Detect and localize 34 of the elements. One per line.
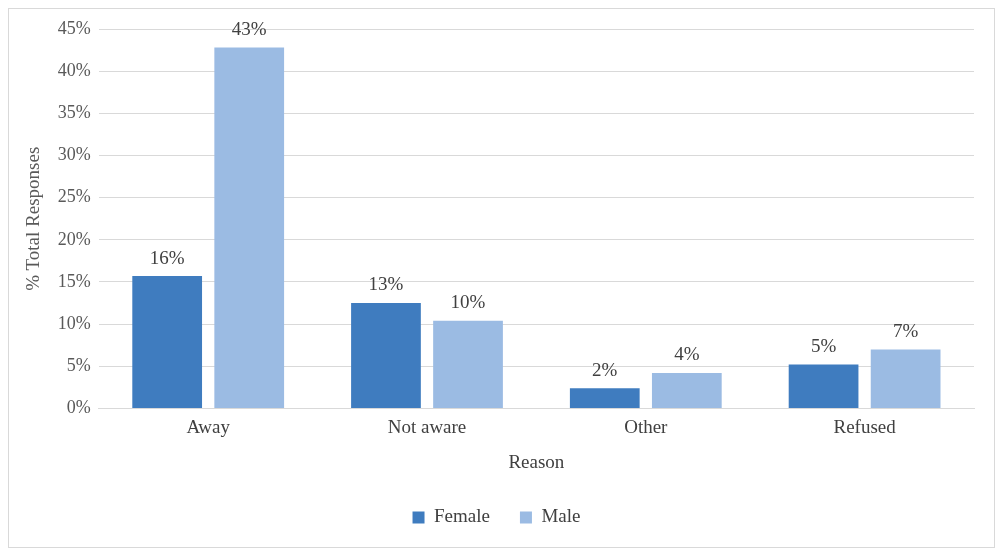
y-tick-label: 20% [57,228,91,249]
data-label: 5% [810,335,837,357]
y-tick-label: 25% [57,186,91,207]
bar [569,388,640,408]
data-label: 7% [892,319,919,341]
y-tick-label: 45% [57,17,91,38]
legend-label: Female [434,505,490,527]
data-label: 2% [592,358,618,380]
x-tick-label: Other [624,415,669,437]
y-tick-label: 15% [57,270,91,291]
bar [870,349,941,408]
x-axis-title: Reason [508,450,565,472]
bar [651,372,722,408]
x-tick-label: Refused [833,415,897,437]
bar [214,47,285,408]
y-tick-label: 5% [66,354,91,375]
x-tick-label: Away [186,415,231,437]
y-tick-label: 40% [57,59,91,80]
y-tick-label: 30% [57,144,91,165]
y-axis-title: % Total Responses [22,146,44,291]
bar [351,303,421,408]
data-label: 4% [674,343,700,365]
x-tick-label: Not aware [387,415,467,437]
y-tick-label: 10% [57,312,91,333]
y-tick-label: 35% [57,102,91,123]
data-label: 16% [149,246,185,268]
data-label: 10% [450,291,486,313]
bar [132,276,203,408]
bar [433,320,503,408]
data-label: 43% [231,18,267,40]
legend-label: Male [541,505,581,527]
y-tick-label: 0% [66,397,91,418]
data-label: 13% [368,273,404,295]
bar [788,364,859,408]
